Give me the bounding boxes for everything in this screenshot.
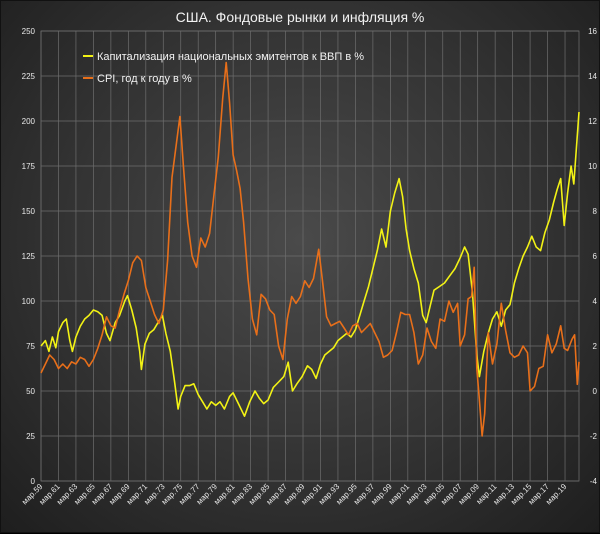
y-right-tick-label: 2	[593, 342, 598, 351]
chart-title: США. Фондовые рынки и инфляция %	[175, 9, 425, 25]
y-left-tick-label: 100	[22, 297, 36, 306]
y-left-tick-label: 175	[22, 162, 36, 171]
legend: Капитализация национальных эмитентов к В…	[83, 51, 364, 85]
y-right-tick-label: -4	[590, 477, 598, 486]
series-line-cpi	[40, 61, 580, 437]
y-left-tick-label: 75	[26, 342, 35, 351]
grid	[40, 30, 580, 482]
axes: 0 25 50 75 100 125 150 175 200 225 250 -4 -2 0 2 4 6 8 10 1…	[20, 27, 598, 506]
y-left-tick-label: 125	[22, 252, 36, 261]
y-left-tick-label: 25	[26, 432, 35, 441]
series	[40, 61, 580, 437]
y-left-tick-label: 150	[22, 207, 36, 216]
y-right-tick-label: 8	[593, 207, 598, 216]
legend-label: CPI, год к году в %	[97, 73, 192, 85]
y-right-tick-label: -2	[590, 432, 598, 441]
y-right-tick-label: 6	[593, 252, 598, 261]
y-right-tick-label: 10	[588, 162, 597, 171]
y-left-tick-label: 250	[22, 27, 36, 36]
legend-label: Капитализация национальных эмитентов к В…	[97, 51, 364, 63]
y-left-tick-label: 200	[22, 117, 36, 126]
y-right-tick-label: 12	[588, 117, 597, 126]
y-left-tick-label: 0	[31, 477, 36, 486]
y-left-tick-label: 225	[22, 72, 36, 81]
y-right-tick-label: 4	[593, 297, 598, 306]
y-left-tick-label: 50	[26, 387, 35, 396]
y-right-tick-label: 16	[588, 27, 597, 36]
series-line-market-cap	[40, 111, 580, 417]
y-right-tick-label: 0	[593, 387, 598, 396]
y-right-tick-label: 14	[588, 72, 597, 81]
